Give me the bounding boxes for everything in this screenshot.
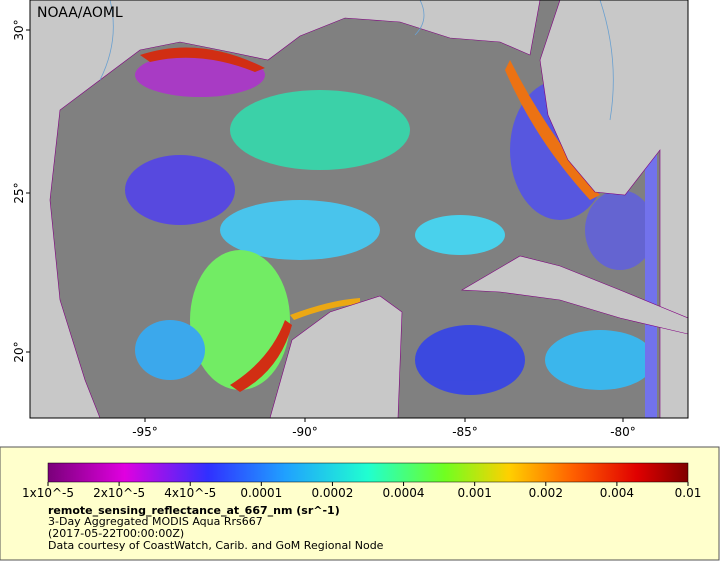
colorbar-label: 0.001 [457, 486, 491, 500]
colorbar [47, 462, 689, 483]
legend-line: Data courtesy of CoastWatch, Carib. and … [48, 539, 384, 552]
legend-title: remote_sensing_reflectance_at_667_nm (sr… [48, 504, 340, 517]
lat-tick-label: 20° [12, 341, 26, 362]
colorbar-label: 0.004 [600, 486, 634, 500]
colorbar-label: 0.0001 [240, 486, 282, 500]
watermark: NOAA/AOML [37, 5, 123, 21]
map [30, 0, 688, 418]
colorbar-label: 1x10^-5 [22, 486, 74, 500]
colorbar-label: 0.0002 [311, 486, 353, 500]
legend-line: (2017-05-22T00:00:00Z) [48, 527, 184, 540]
rivers [99, 0, 614, 121]
colorbar-label: 2x10^-5 [93, 486, 145, 500]
colorbar-label: 0.0004 [383, 486, 425, 500]
lon-tick-label: -85° [452, 425, 478, 439]
legend-line: 3-Day Aggregated MODIS Aqua Rrs667 [48, 515, 263, 528]
lon-tick-label: -90° [292, 425, 318, 439]
lon-tick-label: -80° [610, 425, 636, 439]
lon-tick-label: -95° [132, 425, 158, 439]
land [30, 0, 688, 418]
lat-tick-label: 25° [12, 182, 26, 203]
data-swaths [125, 0, 657, 418]
colorbar-label: 4x10^-5 [164, 486, 216, 500]
map-frame [29, 0, 689, 419]
lat-tick-label: 30° [12, 19, 26, 40]
colorbar-label: 0.002 [529, 486, 563, 500]
colorbar-label: 0.01 [675, 486, 702, 500]
